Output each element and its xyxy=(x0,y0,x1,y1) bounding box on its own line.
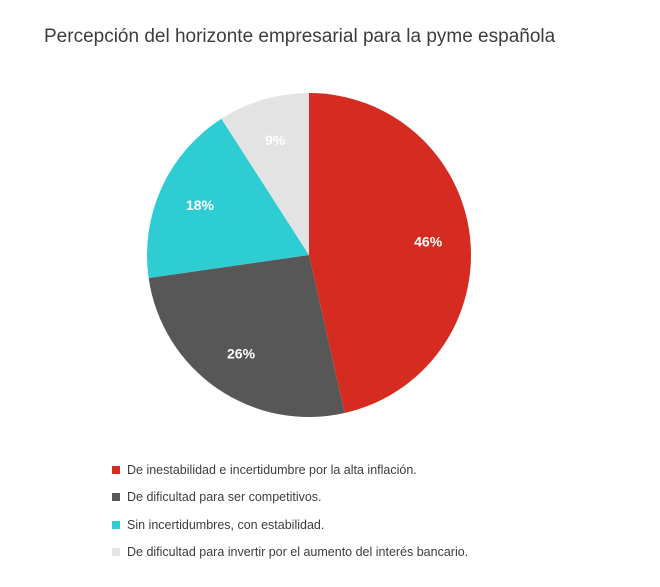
pie-slice xyxy=(148,255,345,417)
pie-slice xyxy=(309,93,471,414)
legend-swatch xyxy=(112,465,120,474)
legend-label: De inestabilidad e incertidumbre por la … xyxy=(127,462,417,477)
legend-item: De dificultad para invertir por el aumen… xyxy=(112,539,468,567)
pie-slice-label: 26% xyxy=(227,346,256,362)
pie-slice-label: 18% xyxy=(186,197,215,213)
legend-label: De dificultad para ser competitivos. xyxy=(127,490,322,505)
legend-swatch xyxy=(112,493,120,502)
legend: De inestabilidad e incertidumbre por la … xyxy=(112,456,468,566)
legend-swatch xyxy=(112,548,120,557)
legend-label: De dificultad para invertir por el aumen… xyxy=(127,545,469,560)
chart-title: Percepción del horizonte empresarial par… xyxy=(44,26,556,47)
pie-slices xyxy=(146,93,471,417)
pie-slice-labels: 46% 26% 18% 9% xyxy=(186,132,443,362)
legend-swatch xyxy=(112,520,120,529)
pie-slice-label: 9% xyxy=(265,132,286,148)
legend-item: De inestabilidad e incertidumbre por la … xyxy=(112,456,468,484)
pie-slice xyxy=(146,118,309,279)
legend-item: De dificultad para ser competitivos. xyxy=(112,484,468,512)
legend-label: Sin incertidumbres, con estabilidad. xyxy=(127,517,325,532)
pie-slice xyxy=(221,93,309,255)
legend-item: Sin incertidumbres, con estabilidad. xyxy=(112,511,468,539)
pie-slice-label: 46% xyxy=(414,234,443,250)
